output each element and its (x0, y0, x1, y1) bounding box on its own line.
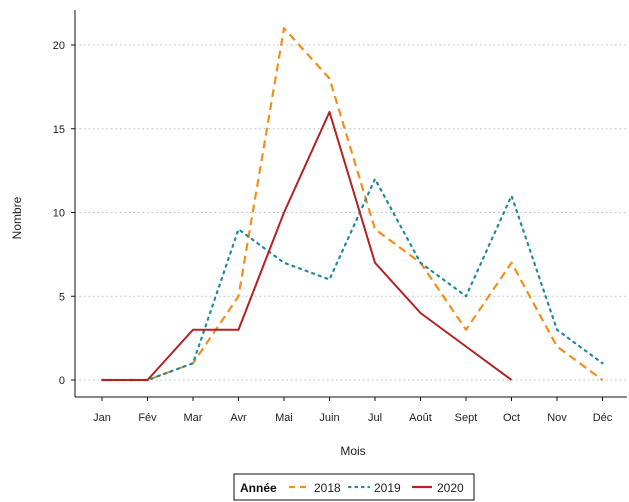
x-axis-title: Mois (340, 444, 365, 458)
x-tick-label: Mai (275, 412, 293, 424)
legend-label-2018: 2018 (314, 481, 341, 495)
legend: Année 2018 2019 2020 (233, 473, 475, 501)
series-line-2019 (100, 177, 604, 382)
x-tick-label: Fév (138, 412, 157, 424)
x-tick-label: Déc (593, 412, 613, 424)
y-axis-ticks: 0 5 10 15 20 (53, 40, 75, 387)
x-tick-label: Jul (368, 412, 382, 424)
x-tick-label: Mar (184, 412, 203, 424)
legend-label-2019: 2019 (374, 481, 401, 495)
x-tick-label: Juin (319, 412, 339, 424)
y-tick-label: 20 (53, 40, 65, 52)
x-tick-label: Sept (455, 412, 478, 424)
y-tick-label: 5 (59, 291, 65, 303)
grid-lines (75, 44, 627, 381)
series-layer (100, 27, 604, 382)
x-tick-label: Oct (503, 412, 520, 424)
x-tick-label: Avr (230, 412, 247, 424)
legend-items: 2018 2019 2020 (289, 481, 464, 495)
series-line-2020 (102, 111, 513, 381)
x-tick-label: Nov (547, 412, 567, 424)
y-tick-label: 10 (53, 208, 65, 220)
x-tick-label: Août (409, 412, 432, 424)
series-line-2018 (102, 27, 604, 382)
y-axis-title: Nombre (10, 196, 24, 239)
legend-title: Année (240, 481, 277, 495)
x-axis-ticks: Jan Fév Mar Avr Mai Juin Jul Août Sept Oct Nov Déc (93, 397, 613, 424)
y-tick-label: 15 (53, 124, 65, 136)
legend-box (233, 473, 475, 501)
legend-label-2020: 2020 (437, 481, 464, 495)
x-tick-label: Jan (93, 412, 111, 424)
y-tick-label: 0 (59, 375, 65, 387)
